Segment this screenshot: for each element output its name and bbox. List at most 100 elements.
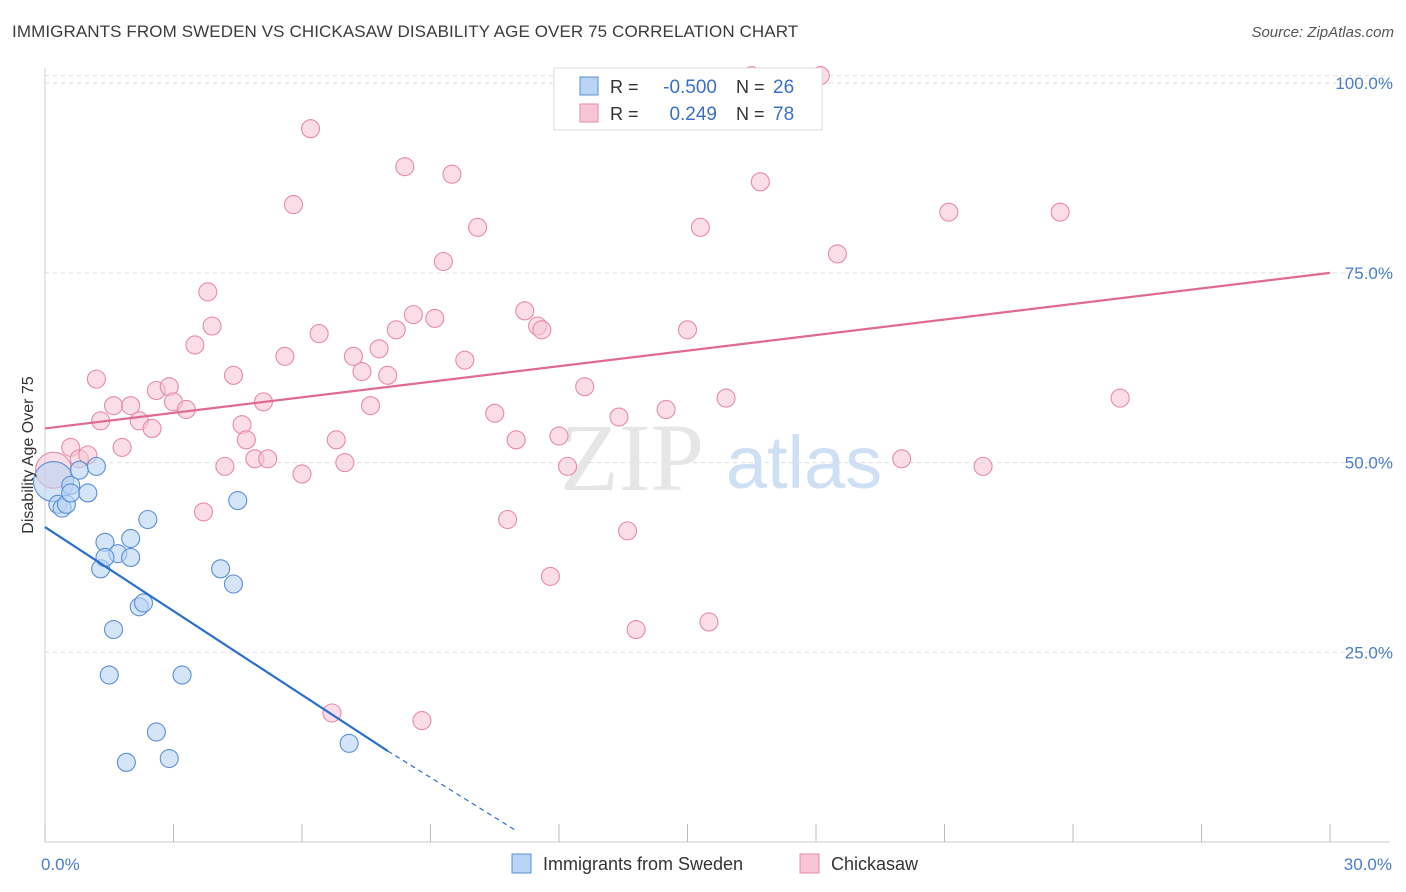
chickasaw-point-38	[378, 365, 398, 385]
chickasaw-point-6	[103, 396, 124, 416]
chickasaw-point-10	[142, 418, 162, 438]
sweden-point-18	[133, 593, 154, 613]
legend-swatch-sweden	[511, 853, 532, 874]
sweden-point-16	[103, 619, 124, 640]
chickasaw-point-45	[442, 164, 462, 184]
chickasaw-point-67	[750, 172, 770, 192]
y-tick-label-0: 25.0%	[1345, 643, 1393, 662]
legend-label-sweden: Immigrants from Sweden	[543, 854, 743, 874]
chickasaw-point-48	[485, 403, 505, 423]
y-tick-label-2: 75.0%	[1345, 264, 1393, 283]
chickasaw-point-72	[973, 456, 993, 476]
x-tick-label-0: 0.0%	[41, 855, 80, 874]
sweden-point-22	[116, 752, 136, 772]
grid-lines	[45, 75, 1390, 653]
chickasaw-point-69	[827, 244, 847, 264]
chickasaw-point-57	[575, 377, 595, 397]
series-chickasaw-points	[35, 66, 1130, 731]
chickasaw-point-29	[301, 119, 321, 139]
chickasaw-point-59	[617, 521, 638, 541]
sweden-point-27	[339, 733, 359, 753]
legend-swatch-chickasaw	[799, 853, 820, 874]
sweden-point-15	[138, 509, 158, 530]
sweden-point-23	[159, 748, 179, 769]
sweden-point-12	[95, 547, 115, 567]
chickasaw-point-35	[352, 361, 372, 382]
chickasaw-point-63	[690, 217, 710, 237]
stats-r-value-pink: 0.249	[669, 104, 717, 125]
stats-legend: R = -0.500 N = 26 R = 0.249 N = 78	[553, 67, 823, 131]
chickasaw-point-53	[532, 320, 552, 340]
chickasaw-point-30	[309, 324, 329, 344]
chickasaw-point-26	[275, 346, 295, 366]
chickasaw-point-36	[360, 396, 381, 416]
chickasaw-point-62	[677, 320, 698, 340]
chickasaw-point-61	[656, 399, 676, 420]
sweden-point-20	[172, 665, 192, 685]
chickasaw-point-55	[549, 426, 569, 446]
chickasaw-point-74	[1110, 388, 1130, 408]
chickasaw-point-44	[433, 251, 453, 272]
sweden-point-19	[99, 665, 119, 685]
chickasaw-point-17	[198, 282, 218, 302]
sweden-point-25	[223, 574, 244, 594]
chickasaw-point-4	[86, 369, 106, 389]
chickasaw-trend-line	[44, 271, 1331, 430]
stats-swatch-blue	[579, 76, 599, 96]
chickasaw-point-47	[468, 217, 488, 237]
chickasaw-point-33	[335, 453, 355, 473]
chickasaw-point-56	[558, 456, 578, 476]
sweden-point-6	[61, 483, 81, 503]
chickasaw-point-50	[506, 430, 526, 450]
chickasaw-point-54	[540, 566, 560, 586]
sweden-point-14	[121, 528, 141, 549]
chickasaw-point-25	[258, 449, 278, 469]
chickasaw-point-27	[283, 195, 303, 215]
stats-n-label-pink: N =	[736, 104, 765, 124]
chickasaw-point-43	[425, 308, 445, 328]
stats-r-label-pink: R =	[610, 104, 639, 124]
chickasaw-point-28	[292, 464, 312, 484]
sweden-point-13	[121, 547, 141, 567]
chickasaw-point-34	[343, 346, 363, 366]
tick-labels: 25.0% 50.0% 75.0% 100.0% 0.0% 30.0%	[41, 74, 1393, 874]
chickasaw-point-60	[626, 619, 646, 640]
stats-n-value-pink: 78	[773, 104, 794, 125]
chickasaw-point-39	[386, 320, 406, 340]
trend-lines	[44, 271, 1331, 832]
sweden-trend-extension	[387, 750, 517, 832]
y-tick-label-3: 100.0%	[1335, 74, 1393, 93]
stats-swatch-pink	[579, 103, 599, 123]
sweden-point-24	[211, 559, 231, 579]
source-credit: Source: ZipAtlas.com	[1251, 24, 1394, 41]
stats-r-value-blue: -0.500	[663, 77, 717, 98]
chickasaw-point-16	[193, 502, 214, 522]
chickasaw-point-7	[112, 437, 132, 457]
chickasaw-point-15	[185, 335, 205, 355]
x-tick-label-1: 30.0%	[1344, 855, 1392, 874]
chickasaw-point-8	[121, 396, 141, 416]
chickasaw-point-42	[412, 711, 432, 731]
watermark-zip: ZIP	[560, 404, 704, 511]
sweden-trend-line	[44, 526, 389, 752]
series-legend: Immigrants from Sweden Chickasaw	[511, 853, 919, 874]
y-tick-label-1: 50.0%	[1345, 454, 1393, 473]
sweden-point-26	[228, 490, 248, 511]
chickasaw-point-22	[236, 430, 256, 450]
sweden-point-5	[69, 460, 89, 480]
chickasaw-point-71	[939, 202, 959, 222]
chickasaw-point-32	[326, 430, 346, 450]
watermark-atlas: atlas	[726, 421, 882, 504]
chickasaw-point-65	[716, 388, 736, 408]
chickasaw-point-40	[395, 157, 415, 177]
series-sweden-points	[33, 456, 359, 772]
watermark: ZIP atlas	[560, 404, 882, 511]
chickasaw-point-46	[455, 350, 475, 370]
chickasaw-point-37	[369, 339, 389, 359]
stats-n-value-blue: 26	[773, 77, 794, 98]
chickasaw-point-19	[215, 456, 235, 476]
chickasaw-point-51	[515, 301, 535, 321]
y-axis-title: Disability Age Over 75	[20, 376, 37, 534]
chickasaw-point-64	[699, 612, 719, 632]
